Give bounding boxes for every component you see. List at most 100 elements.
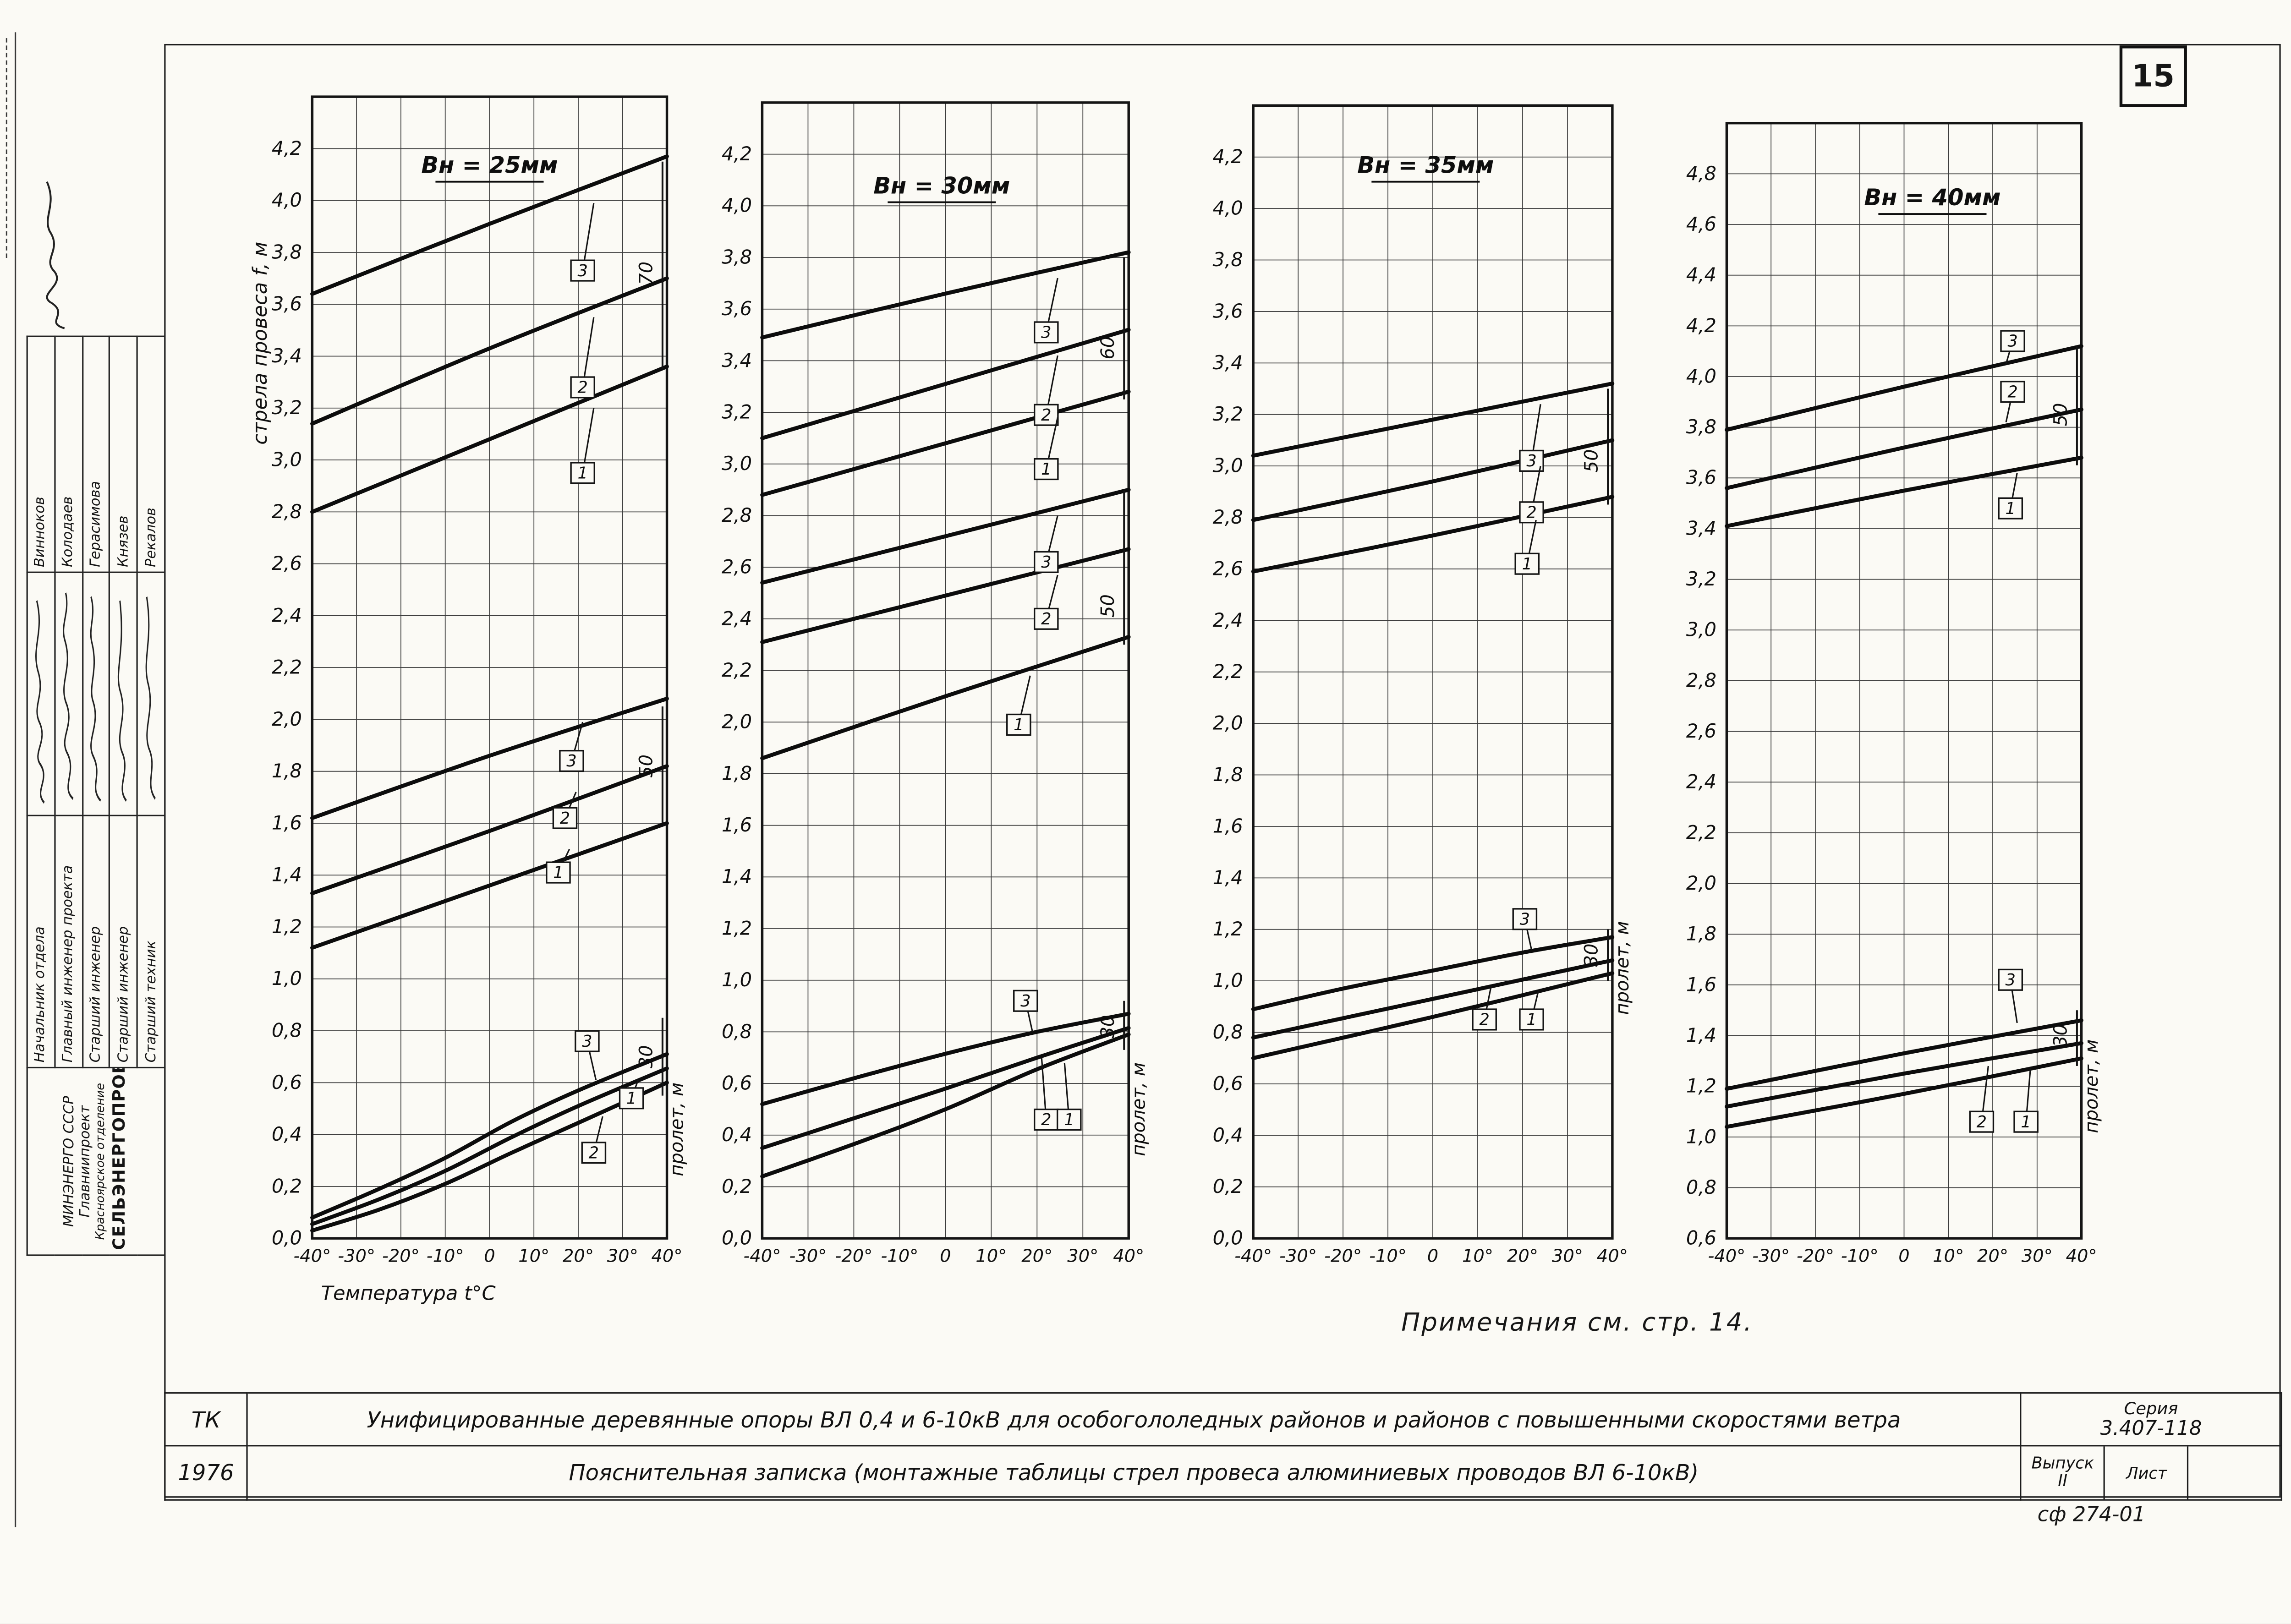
chart-3: 4,2 4,0 3,8 3,6 3,4 3,2 3,0 2,8 2,6 2,4 2,2 2,0 1,8 1… — [1213, 104, 1633, 1266]
curve-number-label: 2 — [560, 809, 570, 828]
curve-span30-n3 — [1251, 935, 1615, 1012]
stamp-name: Князев — [110, 336, 137, 573]
sheet-trim-edge — [14, 32, 16, 1527]
y-tick-label: 0,2 — [272, 1175, 302, 1197]
issue-value: II — [2058, 1471, 2068, 1491]
stamp-role: Начальник отдела — [27, 815, 55, 1068]
curve-number-label: 3 — [1520, 910, 1530, 929]
y-tick-label: 2,8 — [272, 500, 302, 523]
y-tick-label: 3,4 — [722, 349, 752, 372]
signature-cell — [27, 572, 55, 816]
org-line-branch: Красноярское отделение — [94, 1083, 108, 1240]
curve-span30-n1 — [1251, 971, 1615, 1061]
stamp-row: МИНЭНЕРГО СССР Главниипроект Красноярско… — [27, 336, 165, 1255]
y-tick-label: 0,2 — [1213, 1175, 1243, 1197]
x-tick-label: 30° — [1552, 1246, 1583, 1266]
y-tick-label: 2,4 — [1686, 771, 1716, 793]
curve-span30-n1 — [1725, 1056, 2083, 1129]
y-tick-label: 4,2 — [1213, 145, 1243, 168]
x-tick-label: -10° — [1841, 1246, 1879, 1266]
curve-span30-n1 — [760, 1032, 1131, 1179]
curve-number-label: 1 — [1064, 1110, 1074, 1129]
y-tick-label: 3,6 — [272, 293, 302, 315]
stamp-row: Главный инженер проекта Колодаев — [55, 336, 82, 1255]
y-tick-label: 1,0 — [1686, 1125, 1716, 1148]
y-tick-label: 1,8 — [1213, 763, 1243, 786]
y-tick-label: 1,6 — [272, 811, 302, 834]
x-tick-label: 40° — [1113, 1246, 1144, 1266]
y-tick-label: 3,6 — [1213, 300, 1243, 322]
curve-number-label: 2 — [1479, 1011, 1489, 1029]
signature-icon — [91, 596, 102, 802]
curve-span60-n3 — [760, 250, 1131, 339]
x-tick-label: 40° — [652, 1246, 683, 1266]
title-block-row1: ТК Унифицированные деревянные опоры ВЛ 0… — [164, 1392, 2282, 1447]
y-tick-label: 3,2 — [722, 401, 752, 423]
x-tick-label: -10° — [427, 1246, 464, 1266]
curve-span30-n3 — [1725, 1018, 2083, 1091]
span-value-label: 50 — [636, 755, 657, 778]
y-tick-label: 1,4 — [1686, 1024, 1716, 1046]
x-tick-label: 40° — [2066, 1246, 2097, 1266]
y-tick-label: 2,6 — [722, 556, 752, 578]
x-tick-label: 30° — [2022, 1246, 2053, 1266]
y-tick-label: 4,0 — [1213, 197, 1243, 219]
y-tick-label: 3,2 — [1213, 403, 1243, 425]
stamp-row: Старший инженер Князев — [110, 336, 137, 1255]
y-tick-label: 3,0 — [272, 448, 302, 470]
stamp-role: Главный инженер проекта — [55, 815, 82, 1068]
curve-number-label: 1 — [1526, 1011, 1536, 1029]
y-tick-label: 1,6 — [722, 814, 752, 836]
x-tick-label: 20° — [1021, 1246, 1052, 1266]
y-tick-label: 3,6 — [722, 297, 752, 320]
curve-span50-n2 — [760, 547, 1131, 644]
curve-span70-n1 — [310, 364, 669, 514]
span-value-label: 70 — [636, 262, 657, 285]
y-tick-label: 3,4 — [272, 344, 302, 367]
curve-span50-n2 — [1251, 438, 1615, 522]
stamp-role: Старший техник — [137, 815, 165, 1068]
y-tick-label: 0,8 — [1213, 1021, 1243, 1043]
chart-title: Вн = 35мм — [1357, 152, 1494, 178]
signature-cell — [55, 572, 82, 816]
y-tick-label: 4,6 — [1686, 213, 1716, 235]
curve-span50-n1 — [1251, 495, 1615, 574]
span-value-label: 50 — [1581, 449, 1602, 472]
y-tick-label: 0,6 — [272, 1071, 302, 1094]
signature-icon — [62, 592, 73, 800]
curve-group-span-30: 3 2 1 30 — [1251, 908, 1615, 1061]
chart-1: 4,2 4,0 3,8 3,6 3,4 3,2 3,0 2,8 2,6 2,4 2,2 2,0 1,8 1… — [249, 95, 688, 1305]
curve-number-label: 1 — [1522, 555, 1532, 574]
span-axis-label: пролет, м — [667, 1083, 688, 1176]
y-tick-label: 3,2 — [272, 396, 302, 419]
y-tick-label: 2,6 — [1686, 720, 1716, 742]
curve-span30-n3 — [310, 1052, 669, 1220]
curve-group-span-50: 3 2 1 50 — [310, 696, 669, 950]
y-tick-label: 3,8 — [1686, 416, 1716, 438]
y-tick-label: 0,4 — [722, 1123, 752, 1146]
y-tick-label: 2,6 — [1213, 557, 1243, 580]
stamp-role: Старший инженер — [110, 815, 137, 1068]
signature-cell — [110, 572, 137, 816]
y-tick-label: 0,8 — [272, 1019, 302, 1041]
empty-cell — [2187, 1447, 2280, 1498]
y-tick-label: 1,4 — [1213, 866, 1243, 889]
y-tick-label: 0,6 — [1686, 1227, 1716, 1249]
x-tick-label: 30° — [1067, 1246, 1098, 1266]
stamp-name: Герасимова — [82, 336, 110, 573]
curve-span50-n2 — [310, 764, 669, 896]
y-tick-label: 4,2 — [272, 137, 302, 159]
y-tick-label: 2,2 — [1686, 821, 1716, 843]
y-tick-label: 2,0 — [722, 711, 752, 733]
issue-label: Выпуск — [2031, 1454, 2094, 1473]
y-tick-label: 1,4 — [722, 865, 752, 888]
y-tick-label: 2,0 — [1686, 872, 1716, 894]
stamp-role: Старший инженер — [82, 815, 110, 1068]
stamp-name: Колодаев — [55, 336, 82, 573]
curve-span50-n1 — [760, 634, 1131, 760]
series-value: 3.407-118 — [2100, 1416, 2202, 1440]
y-tick-label: 0,8 — [1686, 1176, 1716, 1198]
y-tick-label: 3,8 — [272, 241, 302, 263]
y-tick-label: 2,2 — [272, 656, 302, 678]
curve-number-label: 3 — [1041, 323, 1051, 342]
